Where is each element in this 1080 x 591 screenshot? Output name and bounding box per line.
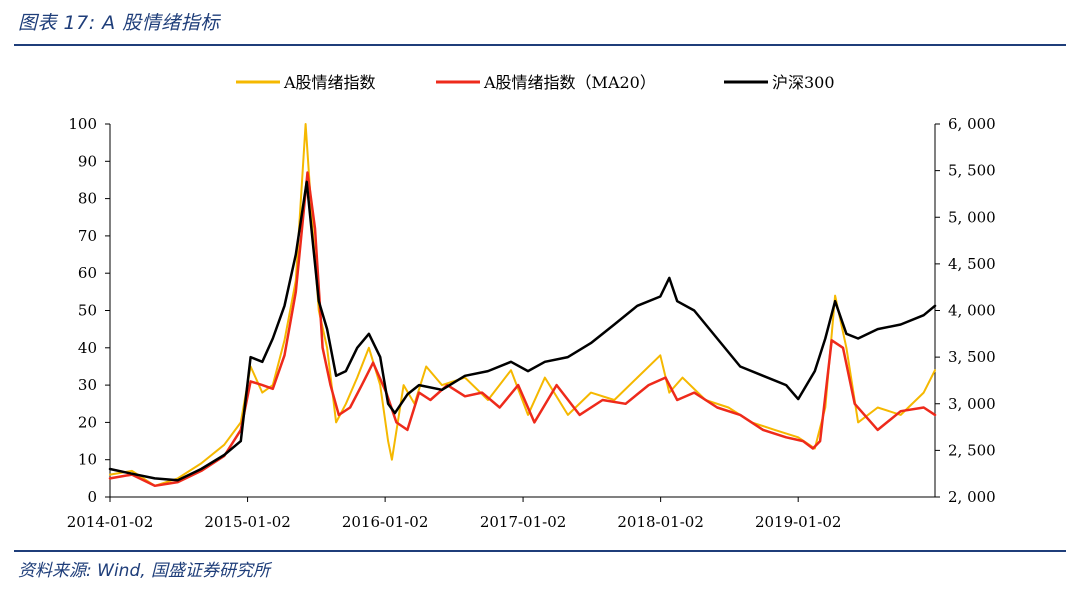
y-right-tick-label: 6, 000 — [948, 115, 996, 133]
chart: A股情绪指数 A股情绪指数（MA20） 沪深300 0 10 20 30 40 50 60 7… — [67, 73, 996, 531]
figure-source: 资料来源: Wind, 国盛证券研究所 — [18, 561, 271, 581]
y-right-tick-label: 2, 000 — [948, 488, 996, 506]
y-left-tick-label: 50 — [78, 302, 97, 320]
y-left-tick-label: 60 — [78, 264, 97, 282]
y-right-tick-label: 3, 500 — [948, 348, 996, 366]
series-line-sentiment — [109, 123, 936, 487]
source-divider — [14, 550, 1066, 552]
y-left-tick-label: 30 — [78, 376, 97, 394]
x-tick-label: 2017-01-02 — [480, 513, 566, 531]
y-left-tick-label: 70 — [78, 227, 97, 245]
y-left-tick-label: 20 — [78, 413, 97, 431]
x-tick-label: 2014-01-02 — [67, 513, 153, 531]
x-tick-label: 2015-01-02 — [204, 513, 290, 531]
y-right-tick-label: 5, 500 — [948, 162, 996, 180]
series-line-hs300 — [108, 180, 937, 482]
x-tick-label: 2019-01-02 — [755, 513, 841, 531]
y-left-tick-label: 0 — [87, 488, 97, 506]
legend-label-sentiment: A股情绪指数 — [283, 73, 376, 92]
series-line-ma20 — [108, 171, 937, 488]
y-right-tick-label: 4, 000 — [948, 302, 996, 320]
series-layer — [108, 123, 937, 488]
legend-label-ma20: A股情绪指数（MA20） — [483, 73, 656, 92]
title-divider — [14, 44, 1066, 46]
y-left-tick-label: 10 — [78, 451, 97, 469]
legend-label-hs300: 沪深300 — [772, 73, 835, 92]
axes: 0 10 20 30 40 50 60 70 80 90 100 2, 000 2, 500 3, 000… — [67, 115, 996, 531]
y-left-tick-label: 40 — [78, 339, 97, 357]
x-tick-label: 2018-01-02 — [617, 513, 703, 531]
legend: A股情绪指数 A股情绪指数（MA20） 沪深300 — [236, 73, 835, 92]
figure-title: 图表 17: A 股情绪指标 — [18, 12, 220, 34]
y-left-tick-label: 100 — [68, 115, 97, 133]
y-left-tick-label: 90 — [78, 152, 97, 170]
y-right-tick-label: 2, 500 — [948, 441, 996, 459]
x-tick-label: 2016-01-02 — [342, 513, 428, 531]
y-right-tick-label: 5, 000 — [948, 208, 996, 226]
y-right-tick-label: 3, 000 — [948, 395, 996, 413]
y-right-tick-label: 4, 500 — [948, 255, 996, 273]
y-left-tick-label: 80 — [78, 190, 97, 208]
